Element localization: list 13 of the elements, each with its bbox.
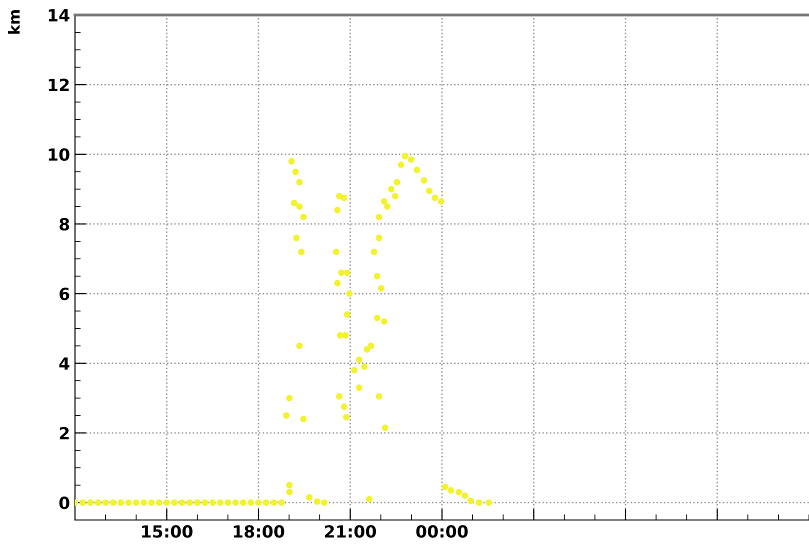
y-tick-label: 14 xyxy=(48,9,70,22)
y-tick-label: 2 xyxy=(60,426,69,440)
y-tick-label: 4 xyxy=(59,357,70,370)
x-tick-label: 15:00 xyxy=(142,525,192,538)
y-tick-label: 10 xyxy=(48,148,70,161)
y-tick-label: 6 xyxy=(60,288,70,300)
y-tick-label: 8 xyxy=(60,218,70,231)
y-tick-label: 12 xyxy=(48,78,69,91)
x-tick-label: 00:00 xyxy=(416,525,468,538)
x-tick-label: 18:00 xyxy=(234,525,284,538)
y-tick-label: 0 xyxy=(59,496,70,510)
y-axis-title: km xyxy=(8,10,20,34)
x-tick-label: 21:00 xyxy=(325,525,376,538)
